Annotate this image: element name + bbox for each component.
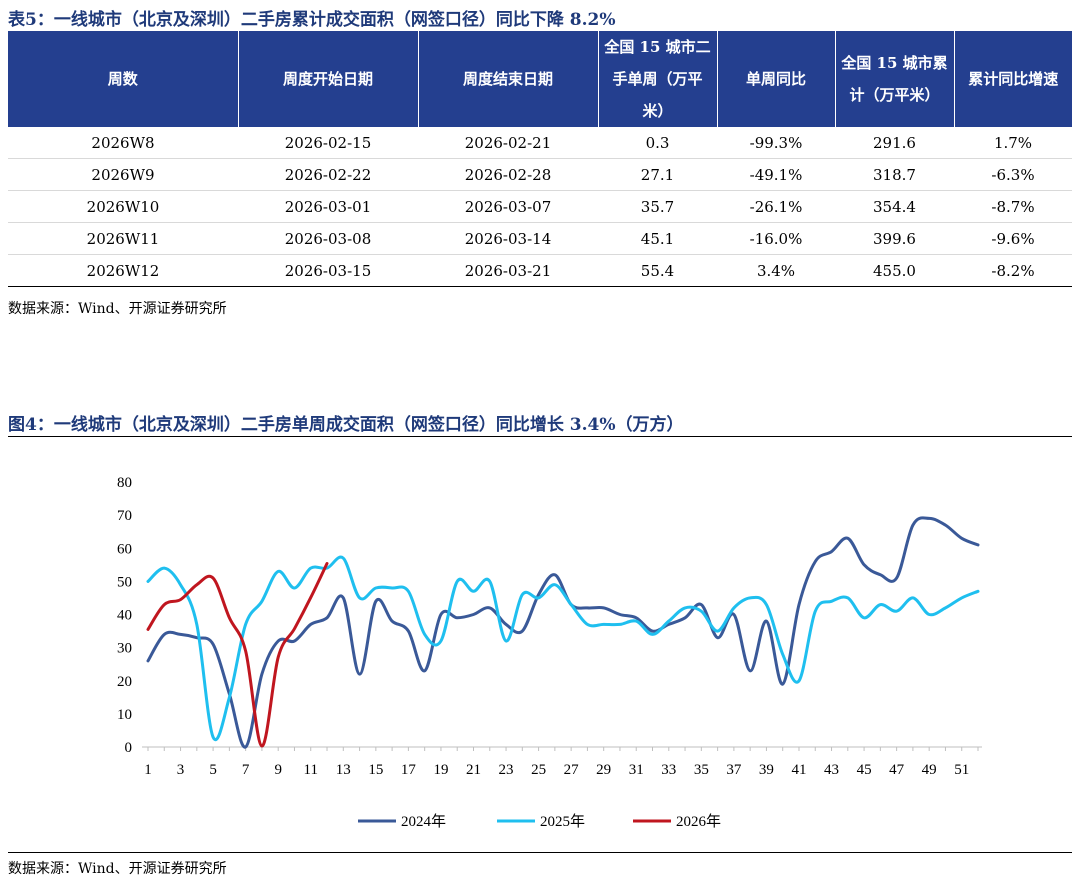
y-tick-label: 60: [117, 541, 132, 557]
table-cell: -9.6%: [954, 222, 1072, 255]
table-cell: 455.0: [835, 254, 954, 287]
x-tick-label: 43: [824, 762, 839, 778]
x-tick-label: 3: [177, 762, 185, 778]
table-cell: 2026-02-15: [238, 127, 418, 159]
col-header-weekly-yoy: 单周同比: [717, 31, 836, 127]
table-row: 2026W9 2026-02-22 2026-02-28 27.1 -49.1%…: [8, 158, 1072, 191]
x-tick-label: 21: [466, 762, 481, 778]
table-row: 2026W10 2026-03-01 2026-03-07 35.7 -26.1…: [8, 190, 1072, 223]
legend-label-1: 2024年: [401, 813, 446, 830]
table-row: 2026W8 2026-02-15 2026-02-21 0.3 -99.3% …: [8, 127, 1072, 159]
table-cell: 318.7: [835, 158, 954, 191]
y-tick-label: 30: [117, 641, 132, 657]
table-cell: 2026-03-07: [418, 190, 598, 223]
table-header-row: 周数 周度开始日期 周度结束日期 全国 15 城市二手单周（万平米） 单周同比 …: [8, 31, 1072, 127]
col-header-end-date: 周度结束日期: [418, 31, 599, 127]
x-tick-label: 33: [661, 762, 676, 778]
table-row: 2026W12 2026-03-15 2026-03-21 55.4 3.4% …: [8, 254, 1072, 287]
table-cell: -16.0%: [717, 222, 835, 255]
y-tick-label: 20: [117, 674, 132, 690]
col-header-week: 周数: [8, 31, 239, 127]
col-header-cumulative-yoy: 累计同比增速: [954, 31, 1072, 127]
y-tick-label: 50: [117, 574, 132, 590]
table-cell: 2026-03-01: [238, 190, 418, 223]
col-header-weekly-area: 全国 15 城市二手单周（万平米）: [598, 31, 718, 127]
col-header-start-date: 周度开始日期: [238, 31, 419, 127]
data-table: 周数 周度开始日期 周度结束日期 全国 15 城市二手单周（万平米） 单周同比 …: [8, 31, 1072, 287]
table-cell: 2026-02-21: [418, 127, 598, 159]
table-cell: 2026-03-21: [418, 254, 598, 287]
table-cell: -6.3%: [954, 158, 1072, 191]
x-tick-label: 25: [531, 762, 546, 778]
y-tick-label: 40: [117, 608, 132, 624]
x-tick-label: 19: [433, 762, 448, 778]
y-tick-label: 70: [117, 508, 132, 524]
table-cell: 2026W8: [8, 127, 238, 159]
legend-label-2: 2025年: [540, 813, 585, 830]
table-cell: 2026-03-14: [418, 222, 598, 255]
x-tick-label: 9: [274, 762, 282, 778]
table-cell: 55.4: [598, 254, 717, 287]
x-tick-label: 35: [694, 762, 709, 778]
table-cell: 27.1: [598, 158, 717, 191]
x-tick-label: 45: [857, 762, 872, 778]
x-tick-label: 37: [726, 762, 742, 778]
series-line-2: [146, 555, 980, 742]
x-tick-label: 5: [209, 762, 217, 778]
table-cell: -49.1%: [717, 158, 835, 191]
table-cell: 2026-03-15: [238, 254, 418, 287]
table-source: 数据来源：Wind、开源证券研究所: [8, 301, 227, 317]
x-tick-label: 13: [336, 762, 351, 778]
table-cell: -8.2%: [954, 254, 1072, 287]
x-tick-label: 29: [596, 762, 611, 778]
table-cell: 2026W11: [8, 222, 238, 255]
table-cell: 291.6: [835, 127, 954, 159]
x-tick-label: 27: [564, 762, 580, 778]
x-tick-label: 23: [499, 762, 514, 778]
table-cell: 2026-02-28: [418, 158, 598, 191]
legend-label-3: 2026年: [676, 813, 721, 830]
table-cell: -99.3%: [717, 127, 835, 159]
chart-source: 数据来源：Wind、开源证券研究所: [8, 861, 227, 877]
table-cell: 2026-03-08: [238, 222, 418, 255]
x-tick-label: 31: [629, 762, 644, 778]
table-cell: -26.1%: [717, 190, 835, 223]
table-cell: 35.7: [598, 190, 717, 223]
x-tick-label: 47: [889, 762, 905, 778]
table-cell: 0.3: [598, 127, 717, 159]
y-tick-label: 0: [125, 740, 133, 756]
table-cell: 45.1: [598, 222, 717, 255]
y-tick-label: 10: [117, 707, 132, 723]
chart-title: 图4：一线城市（北京及深圳）二手房单周成交面积（网签口径）同比增长 3.4%（万…: [8, 415, 684, 435]
table-cell: 2026W12: [8, 254, 238, 287]
x-tick-label: 49: [922, 762, 937, 778]
x-tick-label: 39: [759, 762, 774, 778]
table-cell: -8.7%: [954, 190, 1072, 223]
chart-title-rule: [8, 436, 1072, 437]
table-cell: 1.7%: [954, 127, 1072, 159]
y-tick-label: 80: [117, 475, 132, 491]
table-title: 表5：一线城市（北京及深圳）二手房累计成交面积（网签口径）同比下降 8.2%: [8, 10, 616, 30]
table-cell: 354.4: [835, 190, 954, 223]
series-line-3: [146, 562, 329, 748]
x-tick-label: 51: [954, 762, 969, 778]
x-tick-label: 15: [368, 762, 383, 778]
table-cell: 3.4%: [717, 254, 835, 287]
table-cell: 2026-02-22: [238, 158, 418, 191]
x-tick-label: 1: [144, 762, 152, 778]
table-cell: 399.6: [835, 222, 954, 255]
x-tick-label: 7: [242, 762, 250, 778]
x-tick-label: 17: [401, 762, 417, 778]
table-cell: 2026W10: [8, 190, 238, 223]
x-tick-label: 11: [304, 762, 318, 778]
table-row: 2026W11 2026-03-08 2026-03-14 45.1 -16.0…: [8, 222, 1072, 255]
chart-bottom-rule: [8, 852, 1072, 853]
table-cell: 2026W9: [8, 158, 238, 191]
series-line-1: [146, 516, 980, 749]
col-header-cumulative-area: 全国 15 城市累计（万平米）: [835, 31, 955, 127]
x-tick-label: 41: [791, 762, 806, 778]
